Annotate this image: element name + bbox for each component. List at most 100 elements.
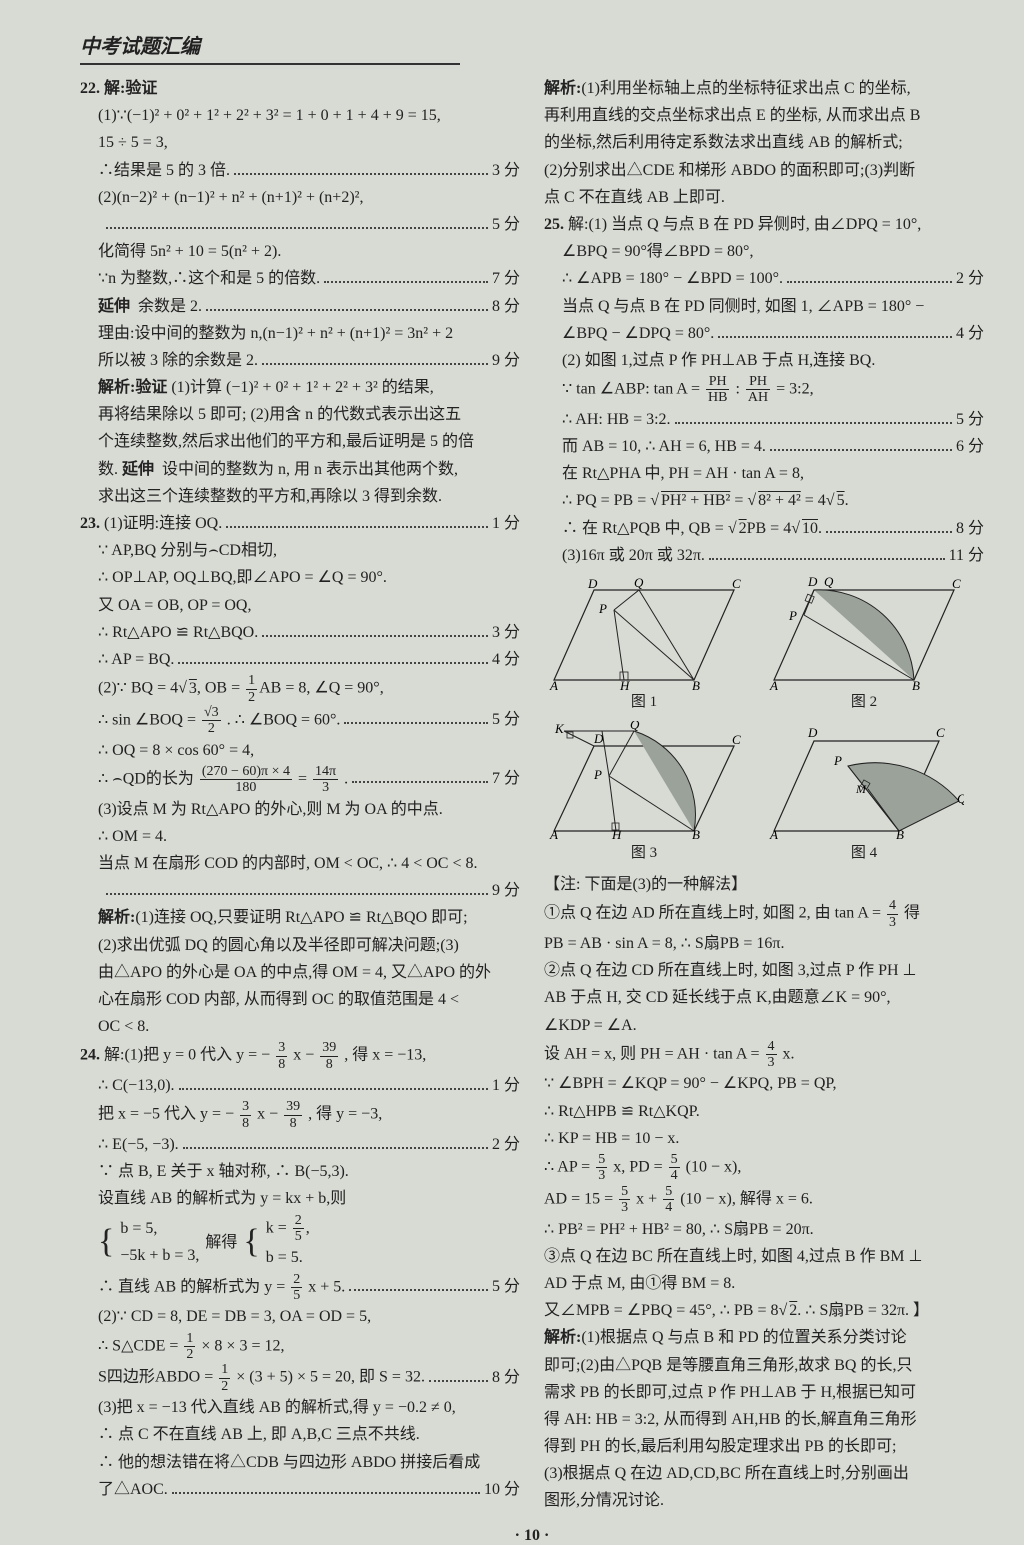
q25-line: 得到 PH 的长,最后利用勾股定理求出 PB 的长即可;: [544, 1433, 984, 1460]
q24-line: ∴ 直线 AB 的解析式为 y = 25 x + 5.: [98, 1272, 345, 1304]
svg-text:P: P: [833, 753, 842, 768]
points: 11 分: [949, 542, 984, 569]
points: 3 分: [492, 157, 520, 184]
dots: [675, 411, 952, 424]
svg-text:A: A: [769, 678, 778, 690]
q23-line: ∴ OM = 4.: [80, 823, 520, 850]
analysis-line: 再利用直线的交点坐标求出点 E 的坐标, 从而求出点 B: [544, 102, 984, 129]
dots: [344, 712, 488, 725]
q22-line: 余数是 2.: [138, 298, 202, 315]
analysis-line: (1)利用坐标轴上点的坐标特征求出点 C 的坐标,: [581, 80, 910, 97]
q25-line: ∴ AP = 53 x, PD = 54 (10 − x),: [544, 1152, 984, 1184]
q23-line: 由△APO 的外心是 OA 的中点,得 OM = 4, 又△APO 的外: [80, 959, 520, 986]
q23-line: OC < 8.: [80, 1013, 520, 1040]
svg-text:Q: Q: [634, 575, 644, 590]
svg-text:P: P: [788, 608, 797, 623]
points: 5 分: [492, 706, 520, 733]
q24-system: { b = 5, −5k + b = 3, 解得 { k = 25, b = 5…: [80, 1213, 520, 1272]
q23-line: 又 OA = OB, OP = OQ,: [80, 592, 520, 619]
q23-line: ∴ ⌢QD的长为 (270 − 60)π × 4180 = 14π3 .: [98, 764, 348, 796]
q25-line: ∴ PQ = PB = √PH² + HB² = √8² + 4² = 4√5.: [544, 487, 984, 514]
q25-line: ∵ ∠BPH = ∠KQP = 90° − ∠KPQ, PB = QP,: [544, 1070, 984, 1097]
q22-bold: 延伸: [98, 298, 130, 315]
analysis-line: 的坐标,然后利用待定系数法求出直线 AB 的解析式;: [544, 129, 984, 156]
points: 2 分: [492, 1131, 520, 1158]
q25-line: ∠KDP = ∠A.: [544, 1012, 984, 1039]
q25-note: 【注: 下面是(3)的一种解法】: [544, 871, 984, 898]
figure-3: A H B C D Q K P 图 3: [544, 721, 744, 867]
points: 9 分: [492, 877, 520, 904]
q23-line: ∵ AP,BQ 分别与⌢CD相切,: [80, 537, 520, 564]
dots: [718, 325, 952, 338]
q25-line: ①点 Q 在边 AD 所在直线上时, 如图 2, 由 tan A = 43 得: [544, 898, 984, 930]
q22-line: 所以被 3 除的余数是 2.: [98, 347, 258, 374]
points: 4 分: [492, 646, 520, 673]
svg-text:C: C: [732, 576, 741, 591]
q25-line: 又∠MPB = ∠PBQ = 45°, ∴ PB = 8√2. ∴ S扇PB =…: [544, 1297, 984, 1324]
dots: [429, 1369, 488, 1382]
points: 5 分: [492, 1273, 520, 1300]
q25-line: ∴ KP = HB = 10 − x.: [544, 1125, 984, 1152]
figure-1: A H B C D Q P 图 1: [544, 575, 744, 716]
q25-line: ∴ ∠APB = 180° − ∠BPD = 100°.: [562, 265, 783, 292]
svg-text:A: A: [549, 678, 558, 690]
q24: 24. 解:(1)把 y = 0 代入 y = − 38 x − 398 , 得…: [80, 1040, 520, 1503]
q23-line: (1)证明:连接 OQ.: [104, 515, 222, 532]
q23-line: ∴ AP = BQ.: [98, 646, 174, 673]
q22-line: 化简得 5n² + 10 = 5(n² + 2).: [80, 238, 520, 265]
points: 8 分: [492, 1364, 520, 1391]
q24-line: ∴ 点 C 不在直线 AB 上, 即 A,B,C 三点不共线.: [80, 1421, 520, 1448]
dots: [352, 771, 488, 784]
q24-line: 设直线 AB 的解析式为 y = kx + b,则: [80, 1185, 520, 1212]
q25-line: 当点 Q 与点 B 在 PD 同侧时, 如图 1, ∠APB = 180° −: [544, 293, 984, 320]
svg-text:K: K: [554, 721, 565, 736]
q25-line: ∴ PB² = PH² + HB² = 80, ∴ S扇PB = 20π.: [544, 1216, 984, 1243]
points: 8 分: [492, 293, 520, 320]
dots: [183, 1136, 488, 1149]
dots: [178, 651, 488, 664]
svg-text:C: C: [732, 732, 741, 747]
q25-number: 25.: [544, 216, 564, 233]
q22-line: 再将结果除以 5 即可; (2)用含 n 的代数式表示出这五: [80, 401, 520, 428]
svg-text:D: D: [807, 725, 818, 740]
q24-line: ∴ C(−13,0).: [98, 1072, 175, 1099]
q25-line: 即可;(2)由△PQB 是等腰直角三角形,故求 BQ 的长,只: [544, 1352, 984, 1379]
svg-text:A: A: [769, 827, 778, 841]
q22-bold: 延伸: [122, 461, 154, 478]
svg-text:H: H: [619, 678, 630, 690]
points: 2 分: [956, 265, 984, 292]
q22-line: (1)∵(−1)² + 0² + 1² + 2² + 3² = 1 + 0 + …: [80, 102, 520, 129]
figure-row-2: A H B C D Q K P 图 3: [544, 721, 984, 867]
q25-line: 而 AB = 10, ∴ AH = 6, HB = 4.: [562, 433, 766, 460]
q23-line: 当点 M 在扇形 COD 的内部时, OM < OC, ∴ 4 < OC < 8…: [80, 850, 520, 877]
svg-text:C: C: [952, 576, 961, 591]
dots: [106, 216, 488, 229]
q22-number: 22.: [80, 80, 100, 97]
q24-line: 了△AOC.: [98, 1476, 168, 1503]
points: 6 分: [956, 433, 984, 460]
analysis-line: 点 C 不在直线 AB 上即可.: [544, 184, 984, 211]
fig-caption: 图 2: [764, 690, 964, 716]
fig-caption: 图 3: [544, 841, 744, 867]
q22-line: 数.: [98, 461, 118, 478]
q25-line: ∠BPQ − ∠DPQ = 80°.: [562, 320, 714, 347]
q23-line: (3)设点 M 为 Rt△APO 的外心,则 M 为 OA 的中点.: [80, 796, 520, 823]
q23-line: (1)连接 OQ,只要证明 Rt△APO ≌ Rt△BQO 即可;: [135, 909, 467, 926]
q23-bold: 解析:: [98, 909, 135, 926]
svg-text:Q: Q: [630, 721, 640, 732]
q24-line: 把 x = −5 代入 y = − 38 x − 398 , 得 y = −3,: [80, 1099, 520, 1131]
svg-text:C: C: [936, 725, 945, 740]
q25-line: AD = 15 = 53 x + 54 (10 − x), 解得 x = 6.: [544, 1184, 984, 1216]
points: 3 分: [492, 619, 520, 646]
q24-line: S四边形ABDO = 12 × (3 + 5) × 5 = 20, 即 S = …: [98, 1362, 425, 1394]
q22-line: 设中间的整数为 n, 用 n 表示出其他两个数,: [162, 461, 458, 478]
dots: [826, 520, 952, 533]
fig-caption: 图 4: [764, 841, 964, 867]
svg-text:D: D: [587, 576, 598, 591]
q25-line: ∴ AH: HB = 3:2.: [562, 406, 671, 433]
q25: 25. 解:(1) 当点 Q 与点 B 在 PD 异侧时, 由∠DPQ = 10…: [544, 211, 984, 1515]
q25-line: 需求 PB 的长即可,过点 P 作 PH⊥AB 于 H,根据已知可: [544, 1379, 984, 1406]
dots: [179, 1077, 488, 1090]
q22-bold: 解析:验证: [98, 379, 167, 396]
q25-line: AB 于点 H, 交 CD 延长线于点 K,由题意∠K = 90°,: [544, 984, 984, 1011]
